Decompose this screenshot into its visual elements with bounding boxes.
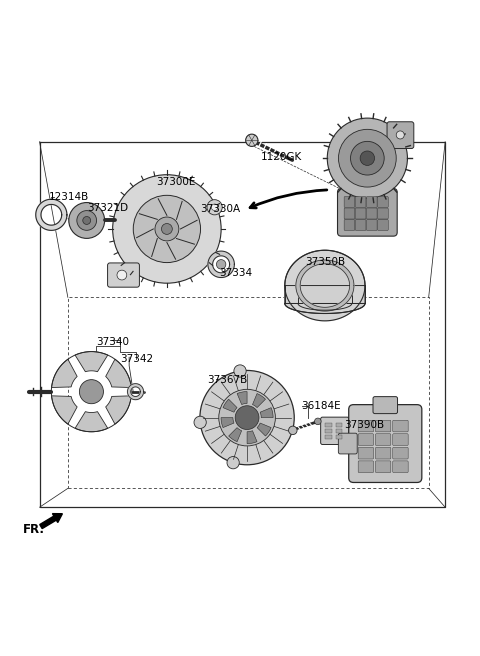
Circle shape xyxy=(288,426,297,434)
FancyBboxPatch shape xyxy=(358,447,373,459)
FancyBboxPatch shape xyxy=(387,122,414,148)
Circle shape xyxy=(207,199,222,215)
FancyBboxPatch shape xyxy=(344,220,355,230)
FancyBboxPatch shape xyxy=(375,420,391,432)
FancyBboxPatch shape xyxy=(378,197,388,207)
Circle shape xyxy=(69,203,105,238)
Bar xyxy=(325,423,332,427)
Circle shape xyxy=(200,371,294,465)
Polygon shape xyxy=(75,352,108,372)
Bar xyxy=(336,429,342,433)
Circle shape xyxy=(216,260,226,269)
Circle shape xyxy=(155,217,179,241)
Polygon shape xyxy=(128,384,144,400)
Polygon shape xyxy=(237,392,247,405)
Circle shape xyxy=(194,416,206,428)
FancyBboxPatch shape xyxy=(321,417,349,445)
Text: 37321D: 37321D xyxy=(87,203,128,213)
Circle shape xyxy=(235,405,259,430)
Text: 12314B: 12314B xyxy=(49,192,89,202)
Circle shape xyxy=(211,204,218,211)
Circle shape xyxy=(314,418,321,424)
Text: 37390B: 37390B xyxy=(344,420,384,430)
Polygon shape xyxy=(75,411,108,432)
FancyBboxPatch shape xyxy=(393,420,408,432)
Polygon shape xyxy=(51,359,77,388)
Polygon shape xyxy=(228,428,241,441)
Bar xyxy=(325,429,332,433)
FancyBboxPatch shape xyxy=(375,447,391,459)
Polygon shape xyxy=(208,251,234,277)
Text: 37340: 37340 xyxy=(96,337,129,347)
FancyBboxPatch shape xyxy=(378,220,388,230)
FancyBboxPatch shape xyxy=(373,397,397,413)
Circle shape xyxy=(327,118,408,198)
Text: 36184E: 36184E xyxy=(301,401,341,411)
Circle shape xyxy=(133,195,201,262)
Polygon shape xyxy=(257,423,271,436)
Circle shape xyxy=(396,131,404,139)
Polygon shape xyxy=(51,396,77,424)
Polygon shape xyxy=(221,418,234,428)
FancyBboxPatch shape xyxy=(355,220,366,230)
Polygon shape xyxy=(36,199,67,230)
Text: 37300E: 37300E xyxy=(156,176,196,187)
FancyBboxPatch shape xyxy=(344,208,355,219)
FancyBboxPatch shape xyxy=(378,208,388,219)
Bar xyxy=(336,423,342,427)
FancyBboxPatch shape xyxy=(366,197,377,207)
FancyBboxPatch shape xyxy=(358,420,373,432)
Text: FR.: FR. xyxy=(23,523,45,536)
Circle shape xyxy=(234,365,246,377)
FancyBboxPatch shape xyxy=(355,208,366,219)
FancyBboxPatch shape xyxy=(393,434,408,445)
Circle shape xyxy=(77,211,96,230)
Polygon shape xyxy=(106,359,132,388)
Text: 37334: 37334 xyxy=(219,268,252,277)
FancyArrow shape xyxy=(40,514,62,529)
FancyBboxPatch shape xyxy=(338,433,357,454)
Polygon shape xyxy=(296,260,354,311)
Text: 1120GK: 1120GK xyxy=(261,152,302,162)
Circle shape xyxy=(117,270,127,280)
Polygon shape xyxy=(285,251,365,321)
FancyBboxPatch shape xyxy=(375,461,391,472)
Polygon shape xyxy=(106,396,132,424)
Circle shape xyxy=(83,216,91,224)
FancyBboxPatch shape xyxy=(337,188,397,236)
FancyBboxPatch shape xyxy=(358,461,373,472)
Text: 37367B: 37367B xyxy=(207,375,247,385)
FancyBboxPatch shape xyxy=(366,208,377,219)
Circle shape xyxy=(338,129,396,187)
FancyBboxPatch shape xyxy=(366,220,377,230)
Circle shape xyxy=(113,174,221,283)
Text: 37350B: 37350B xyxy=(305,257,345,267)
Circle shape xyxy=(246,134,258,146)
Polygon shape xyxy=(247,431,257,443)
FancyBboxPatch shape xyxy=(393,461,408,472)
FancyBboxPatch shape xyxy=(393,447,408,459)
FancyBboxPatch shape xyxy=(358,434,373,445)
Circle shape xyxy=(350,141,384,175)
Circle shape xyxy=(79,380,104,403)
Polygon shape xyxy=(285,251,365,314)
Bar xyxy=(336,435,342,440)
Text: 37330A: 37330A xyxy=(200,204,240,214)
Text: 37342: 37342 xyxy=(120,354,153,363)
FancyBboxPatch shape xyxy=(344,197,355,207)
Circle shape xyxy=(227,457,239,469)
Polygon shape xyxy=(252,394,265,407)
FancyBboxPatch shape xyxy=(375,434,391,445)
Circle shape xyxy=(161,224,172,234)
Circle shape xyxy=(360,151,374,165)
Circle shape xyxy=(219,389,276,446)
FancyBboxPatch shape xyxy=(108,263,139,287)
FancyBboxPatch shape xyxy=(355,197,366,207)
Polygon shape xyxy=(223,400,237,412)
Polygon shape xyxy=(260,407,273,418)
FancyBboxPatch shape xyxy=(348,405,422,482)
Bar xyxy=(325,435,332,440)
